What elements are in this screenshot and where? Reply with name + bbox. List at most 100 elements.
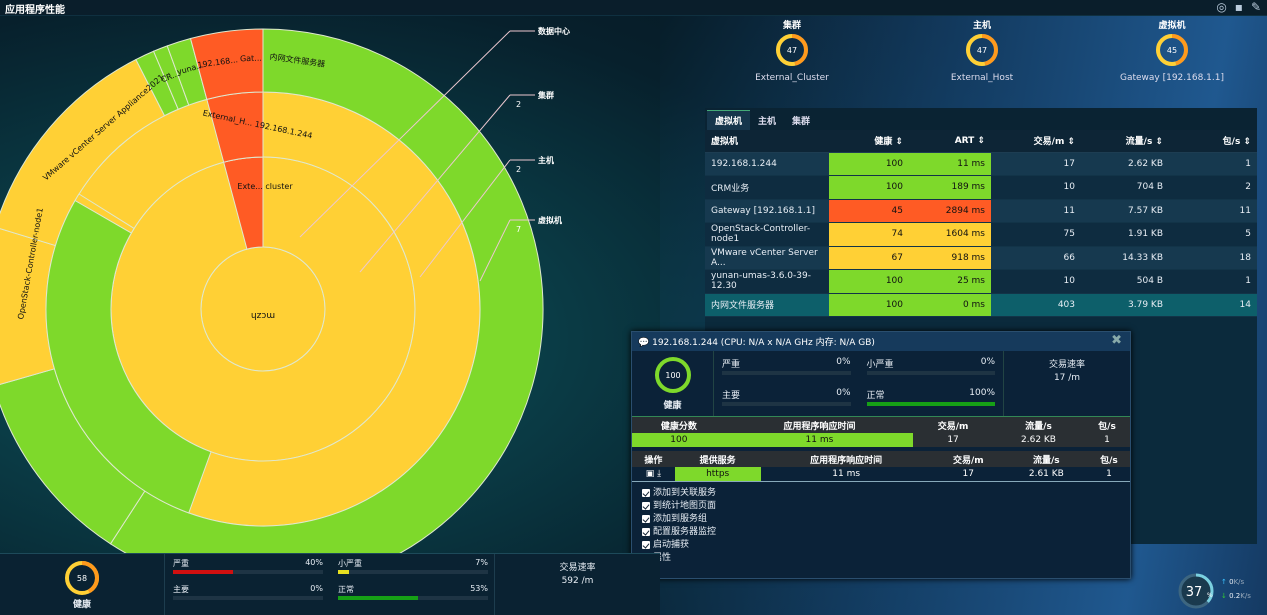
menu-item[interactable]: 添加到服务组 bbox=[642, 513, 1120, 526]
service-header: 交易/m bbox=[931, 451, 1005, 467]
sunburst-label-cluster: Exte... cluster bbox=[237, 182, 293, 191]
vm-gauge: 45 bbox=[1156, 34, 1188, 66]
severity-bar bbox=[722, 401, 851, 406]
popup-menu: 添加到关联服务 到统计地图页面 添加到服务组 配置服务器监控 启动捕获 属性 bbox=[632, 482, 1130, 570]
menu-item[interactable]: 到统计地图页面 bbox=[642, 500, 1120, 513]
svg-text:37: 37 bbox=[1186, 585, 1203, 600]
summary-vm[interactable]: 虚拟机 45 Gateway [192.168.1.1] bbox=[1092, 18, 1252, 83]
summary-name: Gateway [192.168.1.1] bbox=[1119, 73, 1225, 83]
severity-item: 小严重 7% bbox=[338, 558, 488, 576]
network-widget[interactable]: 37 % ↑ 0K/s ↓ 0.2K/s bbox=[1177, 572, 1263, 610]
summary-header: 应用程序响应时间 bbox=[725, 417, 914, 433]
severity-label: 正常 bbox=[866, 390, 885, 401]
service-value: ▣ ⤓ bbox=[632, 467, 675, 481]
summary-header: 健康分数 bbox=[632, 417, 726, 433]
sunburst-vm-gateway[interactable] bbox=[189, 28, 264, 101]
tab-cluster[interactable]: 集群 bbox=[792, 117, 811, 127]
severity-label: 小严重 bbox=[866, 360, 894, 370]
legend-leader-line bbox=[479, 219, 511, 282]
severity-item: 正常 100% bbox=[866, 387, 995, 410]
severity-label: 小严重 bbox=[338, 559, 362, 568]
severity-item: 正常 53% bbox=[338, 584, 488, 602]
cell-pkts: 1 bbox=[1169, 269, 1257, 294]
settings-icon[interactable]: ◎ bbox=[1216, 0, 1227, 14]
legend-label: 主机 bbox=[538, 155, 554, 165]
tab-host[interactable]: 主机 bbox=[758, 117, 777, 127]
close-icon[interactable]: ✖ bbox=[1111, 333, 1122, 348]
sunburst-host-green[interactable] bbox=[45, 199, 212, 514]
col-vm[interactable]: 虚拟机 bbox=[705, 130, 829, 153]
severity-label: 严重 bbox=[173, 559, 189, 568]
severity-pct: 0% bbox=[980, 357, 995, 367]
service-value: 2.61 KB bbox=[1028, 468, 1064, 479]
window-icon[interactable]: ▪ bbox=[1234, 0, 1243, 14]
summary-category: 主机 bbox=[972, 21, 991, 31]
legend-leader-line bbox=[299, 30, 511, 238]
col-pkts[interactable]: 包/s ⇕ bbox=[1169, 130, 1257, 153]
bottom-health-label: 健康 bbox=[72, 600, 91, 610]
service-header: 包/s bbox=[1087, 451, 1130, 467]
cell-art: 0 ms bbox=[909, 293, 991, 317]
summary-category: 虚拟机 bbox=[1158, 21, 1186, 31]
svg-text:45: 45 bbox=[1167, 46, 1177, 55]
rate-value: 17 /m bbox=[1053, 373, 1081, 383]
summary-header: 流量/s bbox=[992, 417, 1085, 433]
severity-bar bbox=[173, 596, 323, 600]
rate-label: 交易速率 bbox=[1048, 360, 1085, 370]
pin-icon[interactable]: ✎ bbox=[1250, 0, 1261, 14]
menu-item[interactable]: 启动捕获 bbox=[642, 539, 1120, 552]
cell-health: 100 bbox=[829, 152, 909, 176]
summary-value: 2.62 KB bbox=[992, 433, 1085, 447]
col-tx[interactable]: 交易/m ⇕ bbox=[991, 130, 1081, 153]
col-health[interactable]: 健康 ⇕ bbox=[829, 130, 909, 153]
table-row[interactable]: 内网文件服务器 100 0 ms 403 3.79 KB 14 bbox=[705, 293, 1257, 317]
cell-traffic: 704 B bbox=[1081, 175, 1169, 200]
bottom-summary: 58 健康 严重 40% 主要 0% 小严重 7% 正常 53% 交易速率 592 /m bbox=[0, 553, 660, 615]
severity-bar bbox=[866, 401, 995, 406]
table-row[interactable]: yunan-umas-3.6.0-39-12.30 100 25 ms 10 504 B… bbox=[705, 269, 1257, 294]
table-row[interactable]: 192.168.1.244 100 11 ms 17 2.62 KB 1 bbox=[705, 152, 1257, 176]
cell-health: 100 bbox=[829, 293, 909, 317]
legend-leader-line bbox=[419, 159, 511, 278]
sunburst-datacenter-center[interactable] bbox=[200, 246, 326, 372]
table-row[interactable]: VMware vCenter Server A... 67 918 ms 66 14.3… bbox=[705, 246, 1257, 270]
menu-item[interactable]: 添加到关联服务 bbox=[642, 487, 1120, 500]
menu-item[interactable]: 属性 bbox=[642, 552, 1120, 565]
cell-tx: 66 bbox=[991, 246, 1081, 270]
edit-icon bbox=[642, 541, 650, 549]
col-traffic[interactable]: 流量/s ⇕ bbox=[1081, 130, 1169, 153]
tab-vm[interactable]: 虚拟机 bbox=[707, 110, 751, 130]
edit-icon bbox=[642, 502, 650, 510]
cell-traffic: 1.91 KB bbox=[1081, 222, 1169, 247]
sunburst-vm-intranet[interactable] bbox=[109, 28, 544, 553]
cell-vm-name: VMware vCenter Server A... bbox=[705, 246, 829, 270]
summary-host[interactable]: 主机 47 External_Host bbox=[902, 18, 1062, 83]
summary-header: 包/s bbox=[1084, 417, 1130, 433]
menu-item[interactable]: 配置服务器监控 bbox=[642, 526, 1120, 539]
sunburst-host-split[interactable] bbox=[74, 193, 135, 234]
page-title: 应用程序性能 bbox=[5, 5, 65, 16]
camera-icon[interactable]: ▣ bbox=[645, 468, 655, 479]
table-row[interactable]: Gateway [192.168.1.1] 45 2894 ms 11 7.57 KB 1… bbox=[705, 199, 1257, 223]
legend-leader-line bbox=[359, 94, 511, 273]
vm-table: 虚拟机 健康 ⇕ ART ⇕ 交易/m ⇕ 流量/s ⇕ 包/s ⇕ 192.1… bbox=[705, 130, 1257, 317]
chat-icon: 💬 bbox=[638, 338, 650, 348]
summary-cluster[interactable]: 集群 47 External_Cluster bbox=[712, 18, 872, 83]
summary-value: 11 ms bbox=[725, 433, 914, 447]
col-art[interactable]: ART ⇕ bbox=[909, 130, 991, 153]
severity-bar bbox=[722, 371, 851, 375]
download-icon[interactable]: ⤓ bbox=[657, 468, 662, 479]
cell-health: 45 bbox=[829, 199, 909, 223]
severity-pct: 100% bbox=[969, 387, 995, 398]
cell-pkts: 5 bbox=[1169, 222, 1257, 247]
table-row[interactable]: OpenStack-Controller-node1 74 1604 ms 75 1.9… bbox=[705, 222, 1257, 247]
severity-fill bbox=[338, 596, 418, 600]
cell-pkts: 14 bbox=[1169, 293, 1257, 317]
menu-item-label: 属性 bbox=[653, 552, 672, 563]
cell-health: 67 bbox=[829, 246, 909, 270]
cell-vm-name: CRM业务 bbox=[705, 175, 829, 200]
cell-tx: 11 bbox=[991, 199, 1081, 223]
cluster-gauge: 47 bbox=[776, 34, 808, 66]
popup-header: 💬 192.168.1.244 (CPU: N/A x N/A GHz 内存: … bbox=[632, 332, 1130, 351]
